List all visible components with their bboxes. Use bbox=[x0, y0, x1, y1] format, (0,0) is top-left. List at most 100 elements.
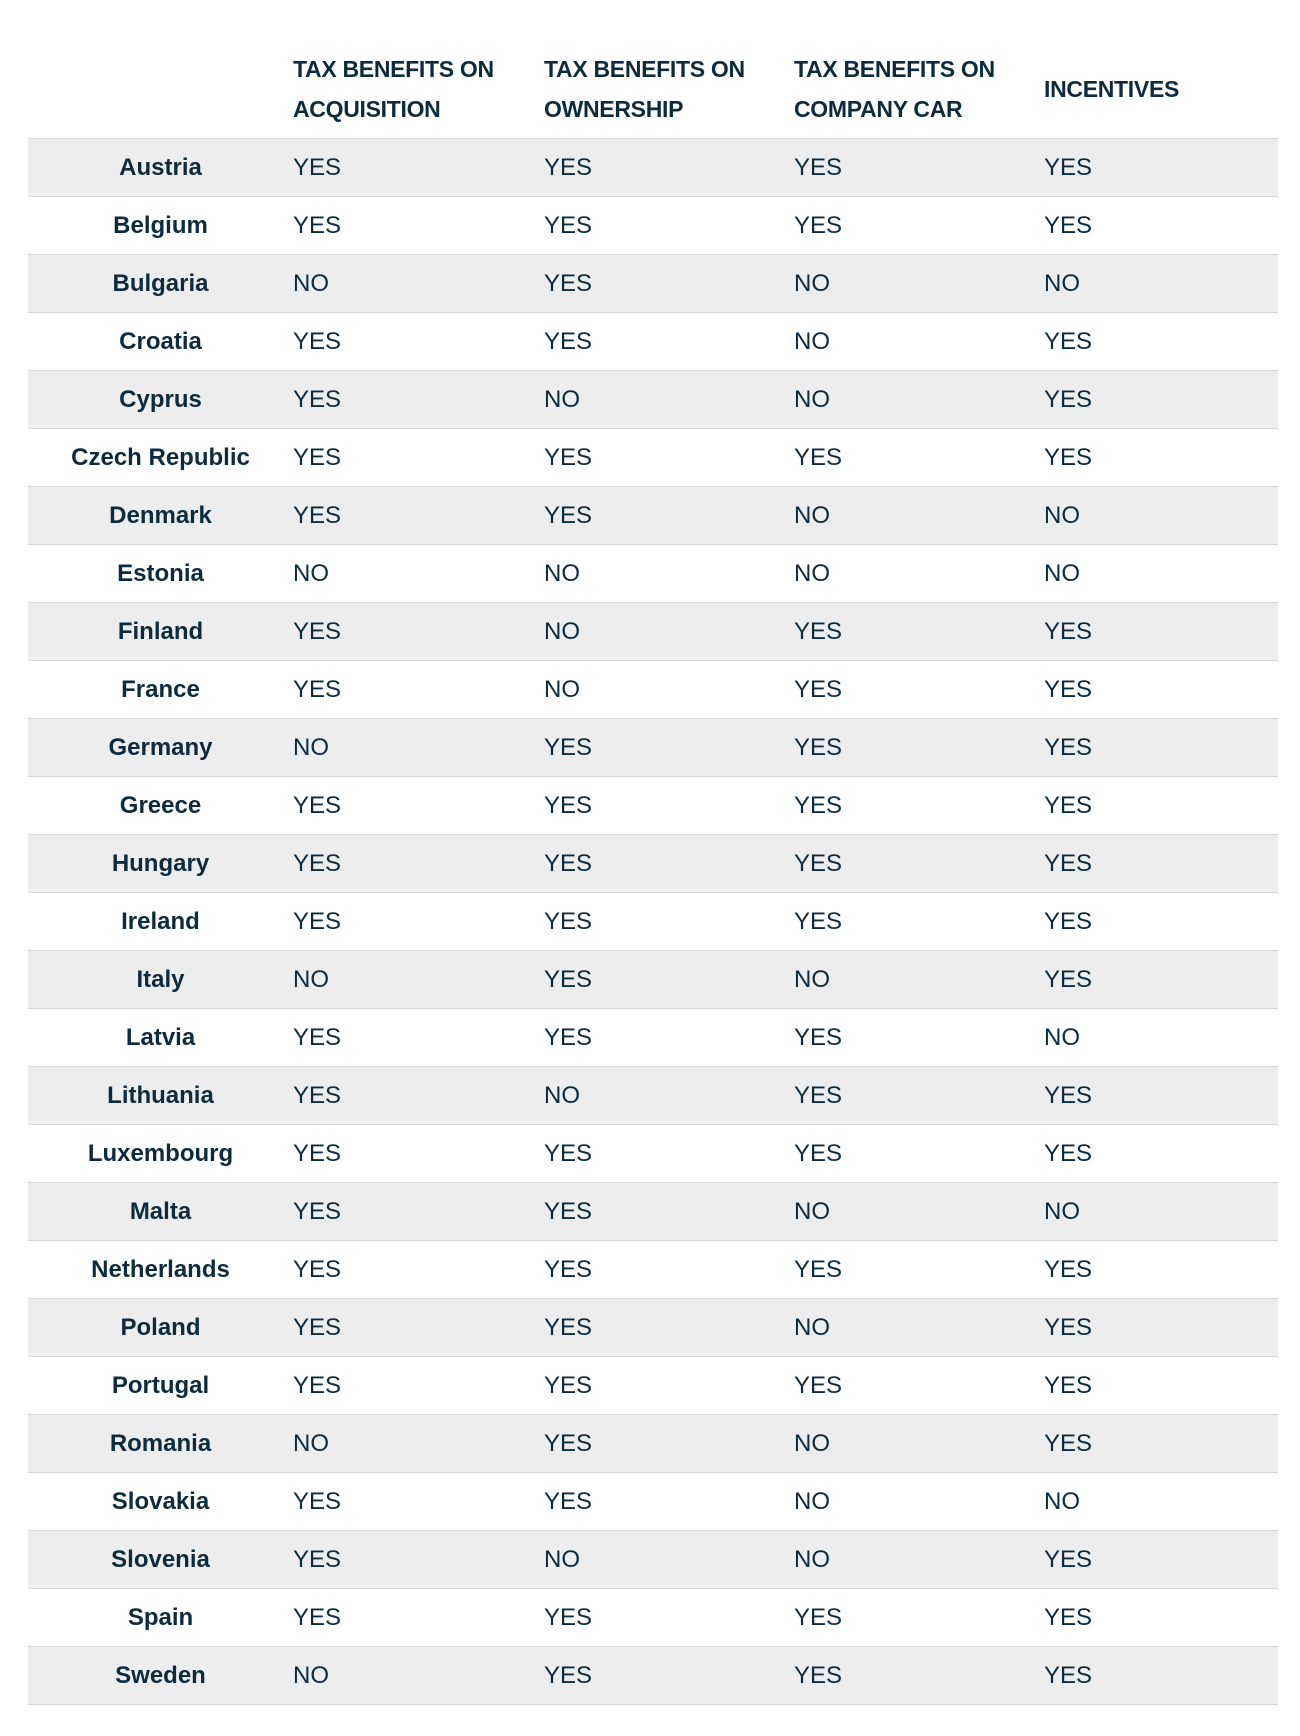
value-cell: YES bbox=[1044, 1414, 1278, 1473]
country-cell: Romania bbox=[28, 1414, 293, 1473]
value-cell: NO bbox=[794, 486, 1044, 545]
table-row: Netherlands YES YES YES YES bbox=[28, 1240, 1278, 1299]
country-cell: Greece bbox=[28, 776, 293, 835]
value-cell: YES bbox=[293, 660, 544, 719]
value-cell: NO bbox=[1044, 254, 1278, 313]
value-cell: YES bbox=[293, 138, 544, 197]
value-cell: NO bbox=[293, 1414, 544, 1473]
value-cell: YES bbox=[293, 1066, 544, 1125]
value-cell: YES bbox=[544, 1240, 794, 1299]
value-cell: YES bbox=[794, 428, 1044, 487]
value-cell: YES bbox=[1044, 1240, 1278, 1299]
table-body: Austria YES YES YES YES Belgium YES YES YES YES Bu… bbox=[28, 138, 1278, 1705]
value-cell: YES bbox=[1044, 776, 1278, 835]
value-cell: YES bbox=[1044, 892, 1278, 951]
value-cell: YES bbox=[544, 254, 794, 313]
value-cell: NO bbox=[794, 1298, 1044, 1357]
value-cell: YES bbox=[1044, 196, 1278, 255]
value-cell: NO bbox=[1044, 1182, 1278, 1241]
value-cell: YES bbox=[293, 834, 544, 893]
value-cell: NO bbox=[293, 950, 544, 1009]
value-cell: YES bbox=[544, 1008, 794, 1067]
value-cell: YES bbox=[794, 1356, 1044, 1415]
country-cell: Netherlands bbox=[28, 1240, 293, 1299]
table-row: Slovenia YES NO NO YES bbox=[28, 1530, 1278, 1589]
value-cell: YES bbox=[794, 660, 1044, 719]
value-cell: NO bbox=[544, 602, 794, 661]
value-cell: YES bbox=[1044, 1298, 1278, 1357]
country-cell: Poland bbox=[28, 1298, 293, 1357]
value-cell: YES bbox=[544, 1356, 794, 1415]
value-cell: YES bbox=[794, 1588, 1044, 1647]
column-header: TAX BENEFITS ON ACQUISITION bbox=[293, 56, 494, 122]
country-cell: Italy bbox=[28, 950, 293, 1009]
value-cell: YES bbox=[794, 196, 1044, 255]
value-cell: NO bbox=[293, 718, 544, 777]
column-header: INCENTIVES bbox=[1044, 76, 1180, 102]
country-cell: Sweden bbox=[28, 1646, 293, 1705]
table-row: Portugal YES YES YES YES bbox=[28, 1356, 1278, 1415]
value-cell: YES bbox=[1044, 660, 1278, 719]
country-cell: Lithuania bbox=[28, 1066, 293, 1125]
header-row: TAX BENEFITS ON ACQUISITION TAX BENEFITS … bbox=[28, 40, 1278, 139]
value-cell: YES bbox=[1044, 1356, 1278, 1415]
table-row: Lithuania YES NO YES YES bbox=[28, 1066, 1278, 1125]
table-row: Croatia YES YES NO YES bbox=[28, 312, 1278, 371]
country-cell: Ireland bbox=[28, 892, 293, 951]
value-cell: YES bbox=[544, 486, 794, 545]
value-cell: NO bbox=[544, 370, 794, 429]
value-cell: YES bbox=[544, 138, 794, 197]
value-cell: YES bbox=[1044, 370, 1278, 429]
header-spacer bbox=[28, 40, 293, 139]
value-cell: YES bbox=[544, 196, 794, 255]
value-cell: NO bbox=[544, 1530, 794, 1589]
value-cell: YES bbox=[1044, 950, 1278, 1009]
value-cell: NO bbox=[1044, 486, 1278, 545]
value-cell: YES bbox=[293, 1240, 544, 1299]
table-row: Cyprus YES NO NO YES bbox=[28, 370, 1278, 429]
table-row: Czech Republic YES YES YES YES bbox=[28, 428, 1278, 487]
table-row: Latvia YES YES YES NO bbox=[28, 1008, 1278, 1067]
table-row: Denmark YES YES NO NO bbox=[28, 486, 1278, 545]
country-cell: Cyprus bbox=[28, 370, 293, 429]
country-cell: Belgium bbox=[28, 196, 293, 255]
value-cell: YES bbox=[293, 312, 544, 371]
country-cell: Latvia bbox=[28, 1008, 293, 1067]
value-cell: YES bbox=[794, 1124, 1044, 1183]
value-cell: NO bbox=[794, 312, 1044, 371]
value-cell: YES bbox=[1044, 138, 1278, 197]
country-cell: Spain bbox=[28, 1588, 293, 1647]
value-cell: YES bbox=[293, 370, 544, 429]
comparison-table: TAX BENEFITS ON ACQUISITION TAX BENEFITS … bbox=[28, 40, 1278, 1705]
table-row: Belgium YES YES YES YES bbox=[28, 196, 1278, 255]
value-cell: NO bbox=[293, 254, 544, 313]
value-cell: YES bbox=[293, 1008, 544, 1067]
value-cell: YES bbox=[544, 892, 794, 951]
country-cell: Finland bbox=[28, 602, 293, 661]
value-cell: YES bbox=[794, 834, 1044, 893]
country-cell: Slovakia bbox=[28, 1472, 293, 1531]
value-cell: YES bbox=[544, 1646, 794, 1705]
table-row: Spain YES YES YES YES bbox=[28, 1588, 1278, 1647]
value-cell: NO bbox=[544, 660, 794, 719]
value-cell: YES bbox=[293, 892, 544, 951]
value-cell: YES bbox=[293, 196, 544, 255]
value-cell: NO bbox=[293, 1646, 544, 1705]
value-cell: YES bbox=[293, 428, 544, 487]
column-header: TAX BENEFITS ON OWNERSHIP bbox=[544, 56, 745, 122]
table-row: Italy NO YES NO YES bbox=[28, 950, 1278, 1009]
table-row: Greece YES YES YES YES bbox=[28, 776, 1278, 835]
country-cell: Hungary bbox=[28, 834, 293, 893]
value-cell: YES bbox=[1044, 1066, 1278, 1125]
value-cell: NO bbox=[1044, 1472, 1278, 1531]
value-cell: YES bbox=[293, 1298, 544, 1357]
value-cell: YES bbox=[794, 138, 1044, 197]
table-row: Ireland YES YES YES YES bbox=[28, 892, 1278, 951]
value-cell: YES bbox=[1044, 834, 1278, 893]
country-cell: Estonia bbox=[28, 544, 293, 603]
value-cell: YES bbox=[1044, 1530, 1278, 1589]
value-cell: YES bbox=[544, 718, 794, 777]
country-cell: Portugal bbox=[28, 1356, 293, 1415]
value-cell: YES bbox=[1044, 1124, 1278, 1183]
